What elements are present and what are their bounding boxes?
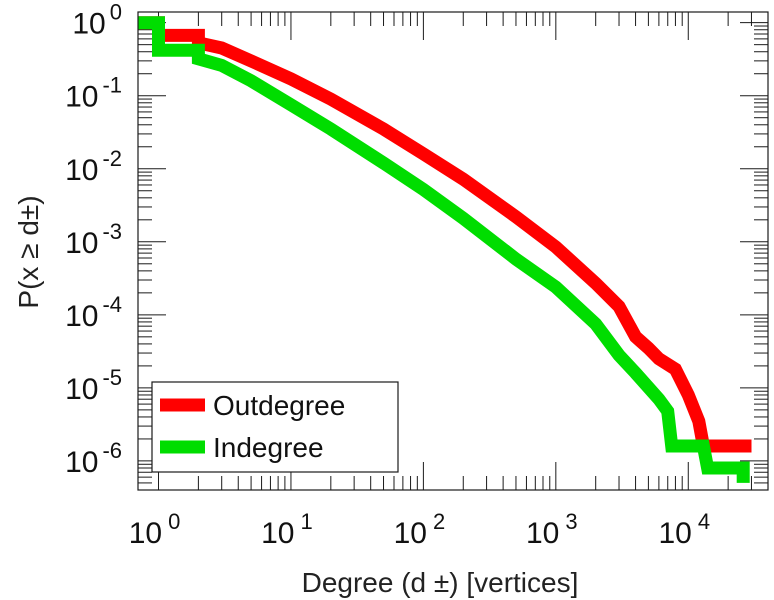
x-tick-label-base: 10 xyxy=(526,517,559,550)
legend-label-indegree: Indegree xyxy=(213,432,324,463)
y-tick-label-exponent: -6 xyxy=(102,438,122,463)
y-tick-label: 10 -3 xyxy=(65,219,122,260)
y-tick-label-exponent: 0 xyxy=(110,0,122,25)
x-tick-label-base: 10 xyxy=(261,517,294,550)
legend: Outdegree Indegree xyxy=(151,381,399,473)
x-tick-label-exponent: 2 xyxy=(433,509,445,534)
x-tick-labels: 10 0 10 1 10 2 10 3 10 4 xyxy=(129,509,710,550)
y-tick-label-base: 10 xyxy=(65,154,98,187)
major-ticks xyxy=(138,12,768,490)
x-tick-label: 10 0 xyxy=(129,509,181,550)
y-tick-label-base: 10 xyxy=(65,300,98,333)
y-tick-label-base: 10 xyxy=(65,446,98,479)
y-tick-label-exponent: -5 xyxy=(102,365,122,390)
legend-box xyxy=(151,381,399,473)
x-tick-label: 10 3 xyxy=(526,509,578,550)
legend-label-outdegree: Outdegree xyxy=(213,390,345,421)
y-tick-label-base: 10 xyxy=(72,8,105,41)
x-axis-title: Degree (d ±) [vertices] xyxy=(302,567,579,598)
y-tick-label-base: 10 xyxy=(65,227,98,260)
y-tick-label: 10 -2 xyxy=(65,146,122,187)
minor-ticks xyxy=(138,12,769,491)
x-tick-label: 10 4 xyxy=(658,509,710,550)
y-tick-label-base: 10 xyxy=(65,81,98,114)
y-tick-label: 10 -1 xyxy=(65,73,122,114)
x-tick-label-exponent: 3 xyxy=(565,509,577,534)
x-tick-label-base: 10 xyxy=(394,517,427,550)
y-tick-label-base: 10 xyxy=(65,373,98,406)
x-tick-label-base: 10 xyxy=(129,517,162,550)
y-tick-label-exponent: -2 xyxy=(102,146,122,171)
series-lines xyxy=(138,16,752,483)
y-axis-title: P(x ≥ d±) xyxy=(13,195,44,308)
series-line-outdegree xyxy=(138,16,752,453)
x-tick-label-exponent: 0 xyxy=(168,509,180,534)
y-tick-label-exponent: -4 xyxy=(102,292,122,317)
series-line-indegree xyxy=(138,16,750,483)
y-tick-label: 10 0 xyxy=(72,0,122,41)
y-tick-label-exponent: -1 xyxy=(102,73,122,98)
y-tick-label: 10 -4 xyxy=(65,292,122,333)
x-tick-label: 10 1 xyxy=(261,509,313,550)
x-tick-label-exponent: 4 xyxy=(698,509,710,534)
y-tick-label-exponent: -3 xyxy=(102,219,122,244)
y-tick-label: 10 -6 xyxy=(65,438,122,479)
x-tick-label: 10 2 xyxy=(394,509,446,550)
plot-frame xyxy=(137,11,769,491)
y-tick-label: 10 -5 xyxy=(65,365,122,406)
x-tick-label-exponent: 1 xyxy=(301,509,313,534)
x-tick-label-base: 10 xyxy=(658,517,691,550)
